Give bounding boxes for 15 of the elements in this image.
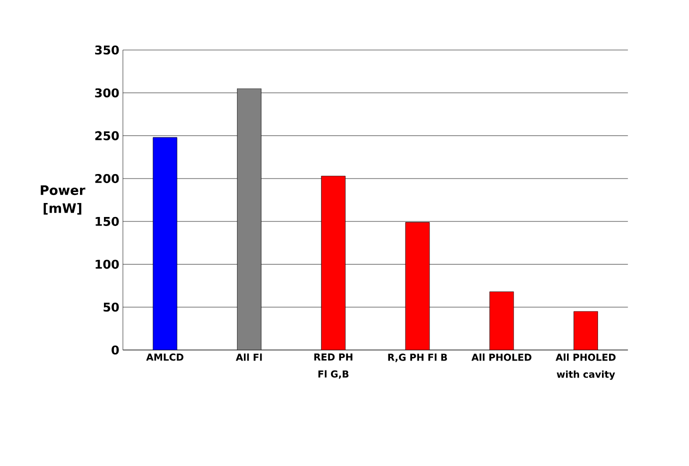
- x-tick-label: All Fl: [236, 354, 262, 361]
- y-tick-label: 350: [95, 45, 119, 55]
- x-tick-label: R,G PH Fl B: [388, 354, 447, 362]
- x-tick-label: All PHOLED with cavity: [556, 354, 616, 380]
- y-tick-label: 250: [95, 131, 119, 140]
- y-tick-label: 200: [95, 174, 119, 184]
- y-tick-label: 0: [112, 345, 119, 355]
- x-tick-label: RED PH Fl G,B: [314, 354, 352, 379]
- y-tick-label: 300: [95, 88, 119, 98]
- y-tick-label: 100: [96, 260, 119, 269]
- x-tick-label: All PHOLED: [471, 354, 532, 361]
- x-tick-label: AMLCD: [146, 354, 184, 361]
- y-tick-label: 150: [96, 216, 119, 226]
- y-axis-title: Power [mW]: [40, 185, 86, 215]
- y-tick-label: 50: [104, 302, 119, 312]
